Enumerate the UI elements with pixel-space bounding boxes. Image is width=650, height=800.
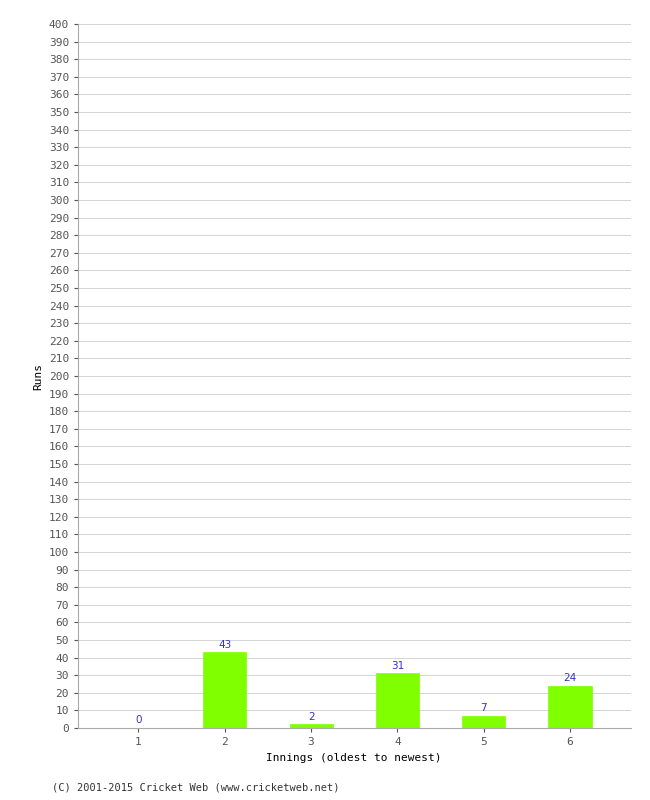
Y-axis label: Runs: Runs <box>33 362 43 390</box>
Text: 7: 7 <box>480 703 487 713</box>
Text: 43: 43 <box>218 640 231 650</box>
Bar <box>289 725 333 728</box>
Text: 2: 2 <box>307 712 315 722</box>
Text: (C) 2001-2015 Cricket Web (www.cricketweb.net): (C) 2001-2015 Cricket Web (www.cricketwe… <box>52 782 339 792</box>
Bar <box>203 652 246 728</box>
Text: 31: 31 <box>391 661 404 670</box>
Bar <box>462 716 505 728</box>
Text: 24: 24 <box>564 673 577 683</box>
Bar <box>376 674 419 728</box>
Text: 0: 0 <box>135 715 142 726</box>
Bar <box>549 686 592 728</box>
X-axis label: Innings (oldest to newest): Innings (oldest to newest) <box>266 753 442 762</box>
